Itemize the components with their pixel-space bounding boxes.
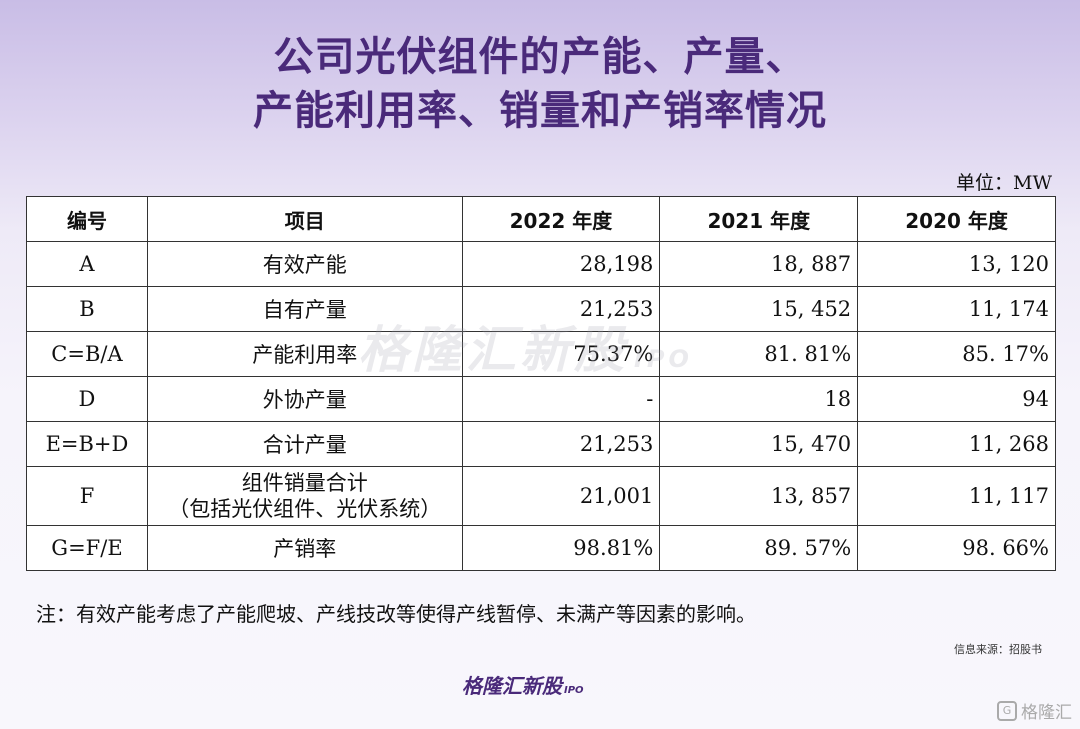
row-item-line-2: （包括光伏组件、光伏系统） bbox=[168, 497, 442, 521]
row-item: 合计产量 bbox=[146, 421, 463, 467]
cell-2020: 85. 17% bbox=[857, 331, 1056, 377]
cell-2022: - bbox=[461, 376, 661, 422]
row-item: 产能利用率 bbox=[146, 331, 463, 377]
row-item: 自有产量 bbox=[146, 286, 463, 332]
cell-2020: 11, 117 bbox=[857, 466, 1056, 526]
row-item: 组件销量合计 （包括光伏组件、光伏系统） bbox=[146, 466, 463, 526]
header-item: 项目 bbox=[146, 196, 463, 242]
table-row: A 有效产能 28,198 18, 887 13, 120 bbox=[26, 241, 1056, 287]
header-code: 编号 bbox=[26, 196, 148, 242]
cell-2021: 89. 57% bbox=[659, 525, 859, 571]
row-code: A bbox=[26, 241, 148, 287]
table-row: D 外协产量 - 18 94 bbox=[26, 376, 1056, 422]
table-header-row: 编号 项目 2022 年度 2021 年度 2020 年度 bbox=[26, 196, 1056, 242]
table-row: G=F/E 产销率 98.81% 89. 57% 98. 66% bbox=[26, 525, 1056, 571]
capacity-table: 编号 项目 2022 年度 2021 年度 2020 年度 A 有效产能 28,… bbox=[26, 196, 1056, 571]
row-code: F bbox=[26, 466, 148, 526]
source-label: 信息来源：招股书 bbox=[954, 643, 1042, 656]
row-item: 产销率 bbox=[146, 525, 463, 571]
table-row: C=B/A 产能利用率 75.37% 81. 81% 85. 17% bbox=[26, 331, 1056, 377]
corner-brand: G 格隆汇 bbox=[997, 698, 1072, 723]
cell-2021: 15, 452 bbox=[659, 286, 859, 332]
cell-2020: 11, 268 bbox=[857, 421, 1056, 467]
row-code: C=B/A bbox=[26, 331, 148, 377]
cell-2021: 18 bbox=[659, 376, 859, 422]
table-row: E=B+D 合计产量 21,253 15, 470 11, 268 bbox=[26, 421, 1056, 467]
cell-2022: 21,253 bbox=[461, 421, 661, 467]
cell-2022: 21,253 bbox=[461, 286, 661, 332]
cell-2021: 13, 857 bbox=[659, 466, 859, 526]
title-line-2: 产能利用率、销量和产销率情况 bbox=[253, 88, 827, 134]
header-2020: 2020 年度 bbox=[857, 196, 1056, 242]
cell-2020: 11, 174 bbox=[857, 286, 1056, 332]
table-row: B 自有产量 21,253 15, 452 11, 174 bbox=[26, 286, 1056, 332]
cell-2020: 94 bbox=[857, 376, 1056, 422]
cell-2020: 98. 66% bbox=[857, 525, 1056, 571]
table-footnote: 注：有效产能考虑了产能爬坡、产线技改等使得产线暂停、未满产等因素的影响。 bbox=[36, 602, 756, 626]
row-code: B bbox=[26, 286, 148, 332]
table-row: F 组件销量合计 （包括光伏组件、光伏系统） 21,001 13, 857 11… bbox=[26, 466, 1056, 526]
cell-2022: 75.37% bbox=[461, 331, 661, 377]
cell-2021: 18, 887 bbox=[659, 241, 859, 287]
unit-label: 单位：MW bbox=[956, 172, 1052, 194]
cell-2022: 21,001 bbox=[461, 466, 661, 526]
row-code: G=F/E bbox=[26, 525, 148, 571]
footer-logo: 格隆汇新股 IPO bbox=[462, 670, 584, 699]
row-item-line-1: 组件销量合计 bbox=[241, 471, 368, 495]
cell-2021: 15, 470 bbox=[659, 421, 859, 467]
corner-brand-text: 格隆汇 bbox=[1021, 703, 1072, 723]
footer-logo-ipo: IPO bbox=[564, 685, 584, 696]
row-code: E=B+D bbox=[26, 421, 148, 467]
row-item: 外协产量 bbox=[146, 376, 463, 422]
row-code: D bbox=[26, 376, 148, 422]
cell-2020: 13, 120 bbox=[857, 241, 1056, 287]
cell-2022: 98.81% bbox=[461, 525, 661, 571]
header-2021: 2021 年度 bbox=[659, 196, 859, 242]
header-2022: 2022 年度 bbox=[461, 196, 661, 242]
page-title: 公司光伏组件的产能、产量、 产能利用率、销量和产销率情况 bbox=[0, 30, 1080, 138]
title-line-1: 公司光伏组件的产能、产量、 bbox=[273, 34, 807, 80]
cell-2021: 81. 81% bbox=[659, 331, 859, 377]
footer-logo-text: 格隆汇新股 bbox=[462, 674, 562, 698]
row-item: 有效产能 bbox=[146, 241, 463, 287]
brand-g-icon: G bbox=[997, 700, 1017, 721]
cell-2022: 28,198 bbox=[461, 241, 661, 287]
